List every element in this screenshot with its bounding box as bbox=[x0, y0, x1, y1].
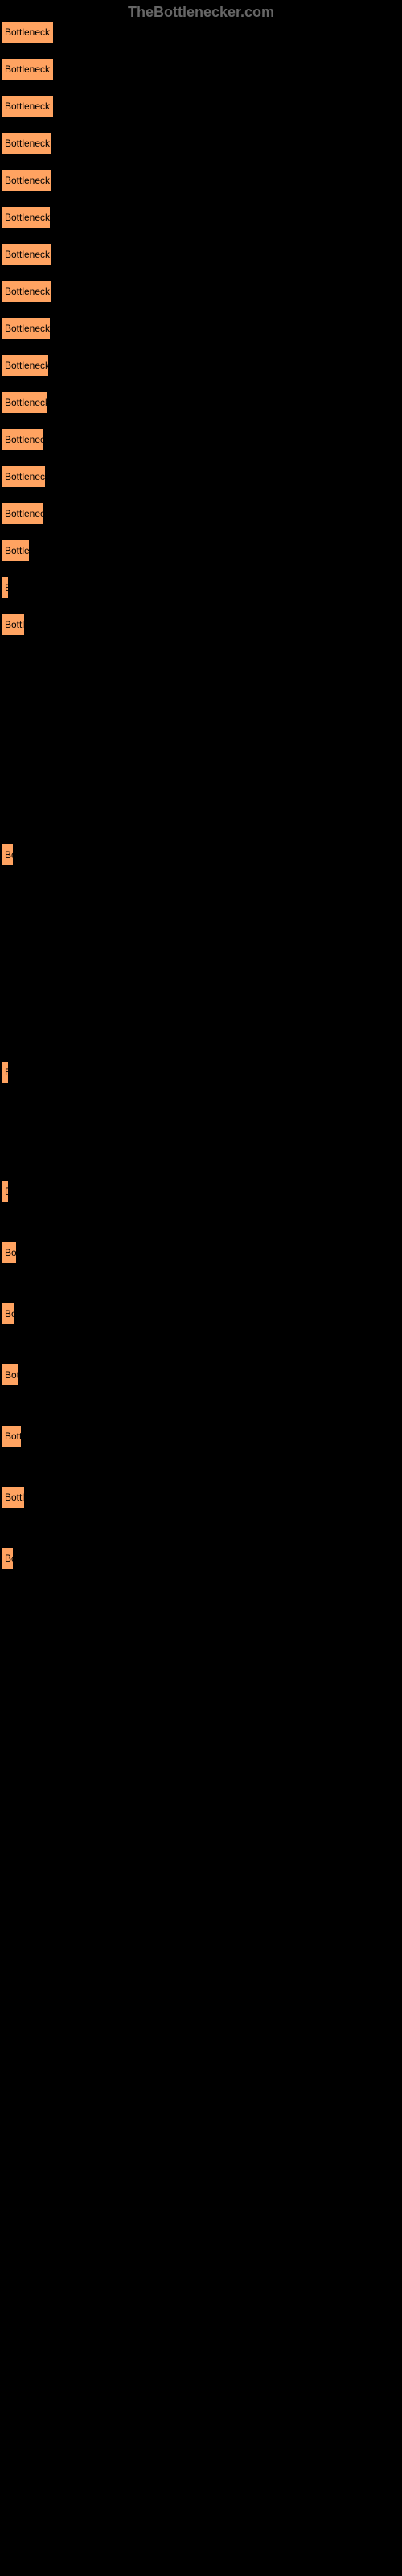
chart-bar: Bottleneck rest bbox=[0, 57, 55, 81]
bar-row: Bot bbox=[0, 1363, 19, 1387]
bar-row: Bottleneck res bbox=[0, 168, 53, 192]
chart-bar: Bottleneck res bbox=[0, 279, 52, 303]
bar-row: Bottleneck rest bbox=[0, 20, 55, 44]
chart-bar: Bo bbox=[0, 1546, 14, 1571]
chart-bar: Bottleneck re bbox=[0, 353, 50, 378]
bar-row: Bott bbox=[0, 1424, 23, 1448]
bar-row: Bottleneck bbox=[0, 427, 45, 452]
chart-bar: Bottleneck res bbox=[0, 131, 53, 155]
bar-row: Bottleneck re bbox=[0, 390, 48, 415]
chart-bar: B bbox=[0, 1179, 10, 1203]
chart-bar: Bot bbox=[0, 1363, 19, 1387]
chart-bar: Bottl bbox=[0, 613, 26, 637]
chart-bar: Bottleneck bbox=[0, 427, 45, 452]
bar-row: Bottleneck r bbox=[0, 464, 47, 489]
bar-row: Bo bbox=[0, 1546, 14, 1571]
chart-bar: Bo bbox=[0, 1302, 16, 1326]
bar-row: Bottl bbox=[0, 1485, 26, 1509]
chart-bar: Bottleneck rest bbox=[0, 20, 55, 44]
chart-bar: Bottleneck res bbox=[0, 168, 53, 192]
bar-row: Bottleneck re bbox=[0, 353, 50, 378]
bar-row: Bottler bbox=[0, 539, 31, 563]
chart-bar: Bottleneck re bbox=[0, 390, 48, 415]
bar-row: B bbox=[0, 1179, 10, 1203]
bar-row: Bottl bbox=[0, 613, 26, 637]
bar-row: Bottleneck res bbox=[0, 131, 53, 155]
watermark-text: TheBottlenecker.com bbox=[128, 4, 274, 21]
chart-bar: Bottl bbox=[0, 1485, 26, 1509]
bar-row: Bottleneck res bbox=[0, 242, 53, 266]
chart-bar: B bbox=[0, 1060, 10, 1084]
chart-bar: Bottleneck res bbox=[0, 205, 51, 229]
chart-bar: Bottleneck res bbox=[0, 94, 55, 118]
bar-row: Bottleneck res bbox=[0, 279, 52, 303]
bar-row: B bbox=[0, 576, 10, 600]
bar-row: Bo bbox=[0, 1302, 16, 1326]
bar-row: Bottleneck rest bbox=[0, 57, 55, 81]
chart-bar: Bottleneck bbox=[0, 502, 45, 526]
chart-bar: Bot bbox=[0, 1241, 18, 1265]
chart-bar: B bbox=[0, 576, 10, 600]
chart-bar: Bottleneck re bbox=[0, 316, 51, 341]
chart-bar: Bottleneck res bbox=[0, 242, 53, 266]
bar-row: Bo bbox=[0, 843, 14, 867]
chart-bar: Bott bbox=[0, 1424, 23, 1448]
chart-bar: Bottleneck r bbox=[0, 464, 47, 489]
bar-row: Bottleneck res bbox=[0, 205, 51, 229]
chart-bar: Bottler bbox=[0, 539, 31, 563]
bar-row: Bottleneck bbox=[0, 502, 45, 526]
bar-row: Bottleneck res bbox=[0, 94, 55, 118]
bar-row: Bottleneck re bbox=[0, 316, 51, 341]
bar-row: B bbox=[0, 1060, 10, 1084]
bar-row: Bot bbox=[0, 1241, 18, 1265]
chart-bar: Bo bbox=[0, 843, 14, 867]
